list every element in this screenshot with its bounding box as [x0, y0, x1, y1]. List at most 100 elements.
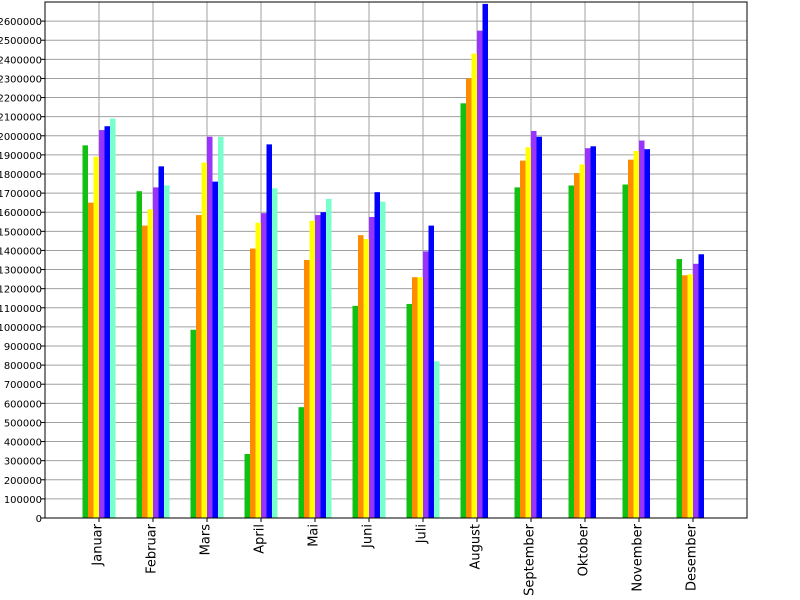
bar [693, 263, 699, 518]
bar [153, 187, 159, 518]
y-tick-label: 2300000 [0, 74, 42, 85]
x-tick-label: September [523, 523, 538, 596]
y-tick-label: 600000 [4, 399, 42, 410]
bar [244, 453, 250, 518]
x-tick-label: November [631, 523, 646, 591]
bar [460, 103, 466, 519]
y-tick-label: 1900000 [0, 151, 42, 162]
bar [628, 159, 634, 518]
y-tick-label: 1600000 [0, 208, 42, 219]
y-tick-label: 1300000 [0, 266, 42, 277]
y-tick-label: 800000 [4, 361, 42, 372]
y-tick-label: 100000 [4, 495, 42, 506]
y-tick-label: 2400000 [0, 55, 42, 66]
bar [536, 136, 542, 518]
bar [104, 126, 110, 518]
bar [477, 30, 483, 519]
x-tick-label: Februar [145, 523, 160, 574]
x-tick-label: Desember [685, 523, 700, 591]
bar [406, 303, 412, 518]
bar [99, 130, 105, 519]
bar [304, 260, 310, 518]
bar [423, 251, 429, 518]
x-tick-label: Mai [307, 524, 322, 547]
bar [374, 192, 380, 518]
y-tick-label: 1000000 [0, 323, 42, 334]
bar [466, 78, 472, 518]
x-tick-label: Juli [415, 524, 430, 544]
bar [520, 160, 526, 518]
x-tick-label: Oktober [577, 523, 592, 576]
bar [380, 201, 386, 518]
bar [358, 235, 364, 518]
bar [676, 259, 682, 518]
bar [272, 188, 278, 519]
bar [352, 305, 358, 518]
bar [590, 146, 596, 519]
bar [201, 162, 207, 519]
bar [196, 215, 202, 519]
bar [568, 185, 574, 518]
bar [644, 149, 650, 518]
bar [622, 184, 628, 518]
bar [164, 185, 170, 518]
bar [579, 164, 585, 518]
bar [255, 222, 261, 518]
bar [369, 217, 375, 518]
bar [190, 329, 196, 518]
bar [633, 151, 639, 519]
bar [93, 156, 99, 519]
axes [41, 1, 748, 522]
bar [250, 248, 256, 519]
y-tick-label: 200000 [4, 476, 42, 487]
bar [147, 209, 153, 518]
x-tick-label: Juni [361, 524, 376, 549]
bar [514, 187, 520, 518]
bar [412, 277, 418, 518]
bar [207, 136, 213, 518]
y-tick-label: 1100000 [0, 304, 42, 315]
bar [698, 254, 704, 518]
y-tick-labels: 0 100000 200000 300000 400000 500000 600000 700… [0, 17, 42, 525]
y-tick-label: 1200000 [0, 285, 42, 296]
bar [482, 3, 488, 518]
y-tick-label: 1400000 [0, 246, 42, 257]
y-tick-label: 2600000 [0, 17, 42, 28]
bar [585, 148, 591, 518]
x-tick-labels: Januar Februar Mars April Mai Juni Juli August S… [91, 523, 700, 596]
bar [320, 212, 326, 518]
bar [88, 202, 94, 518]
x-tick-label: Januar [91, 523, 106, 566]
bar [82, 145, 88, 519]
x-tick-label: Mars [199, 524, 214, 556]
bar [309, 220, 315, 519]
y-tick-label: 400000 [4, 438, 42, 449]
y-tick-label: 2500000 [0, 36, 42, 47]
bar [687, 274, 693, 518]
x-tick-label: August [469, 524, 484, 570]
bar [682, 275, 688, 518]
bar [639, 140, 645, 519]
y-tick-label: 1700000 [0, 189, 42, 200]
bar [158, 166, 164, 518]
bar [110, 118, 116, 519]
bar [531, 131, 537, 518]
y-tick-label: 300000 [4, 457, 42, 468]
y-tick-label: 500000 [4, 418, 42, 429]
y-tick-label: 2000000 [0, 132, 42, 143]
bar [266, 144, 272, 518]
bar [434, 361, 440, 518]
bar [363, 238, 369, 518]
bar [326, 198, 332, 518]
bar [142, 225, 148, 518]
y-tick-label: 1500000 [0, 227, 42, 238]
y-tick-label: 2200000 [0, 94, 42, 105]
bar [261, 213, 267, 518]
bar [471, 53, 477, 518]
y-tick-label: 2100000 [0, 113, 42, 124]
bar [136, 191, 142, 518]
bar [218, 136, 224, 518]
bar [428, 225, 434, 518]
bar [212, 181, 218, 518]
